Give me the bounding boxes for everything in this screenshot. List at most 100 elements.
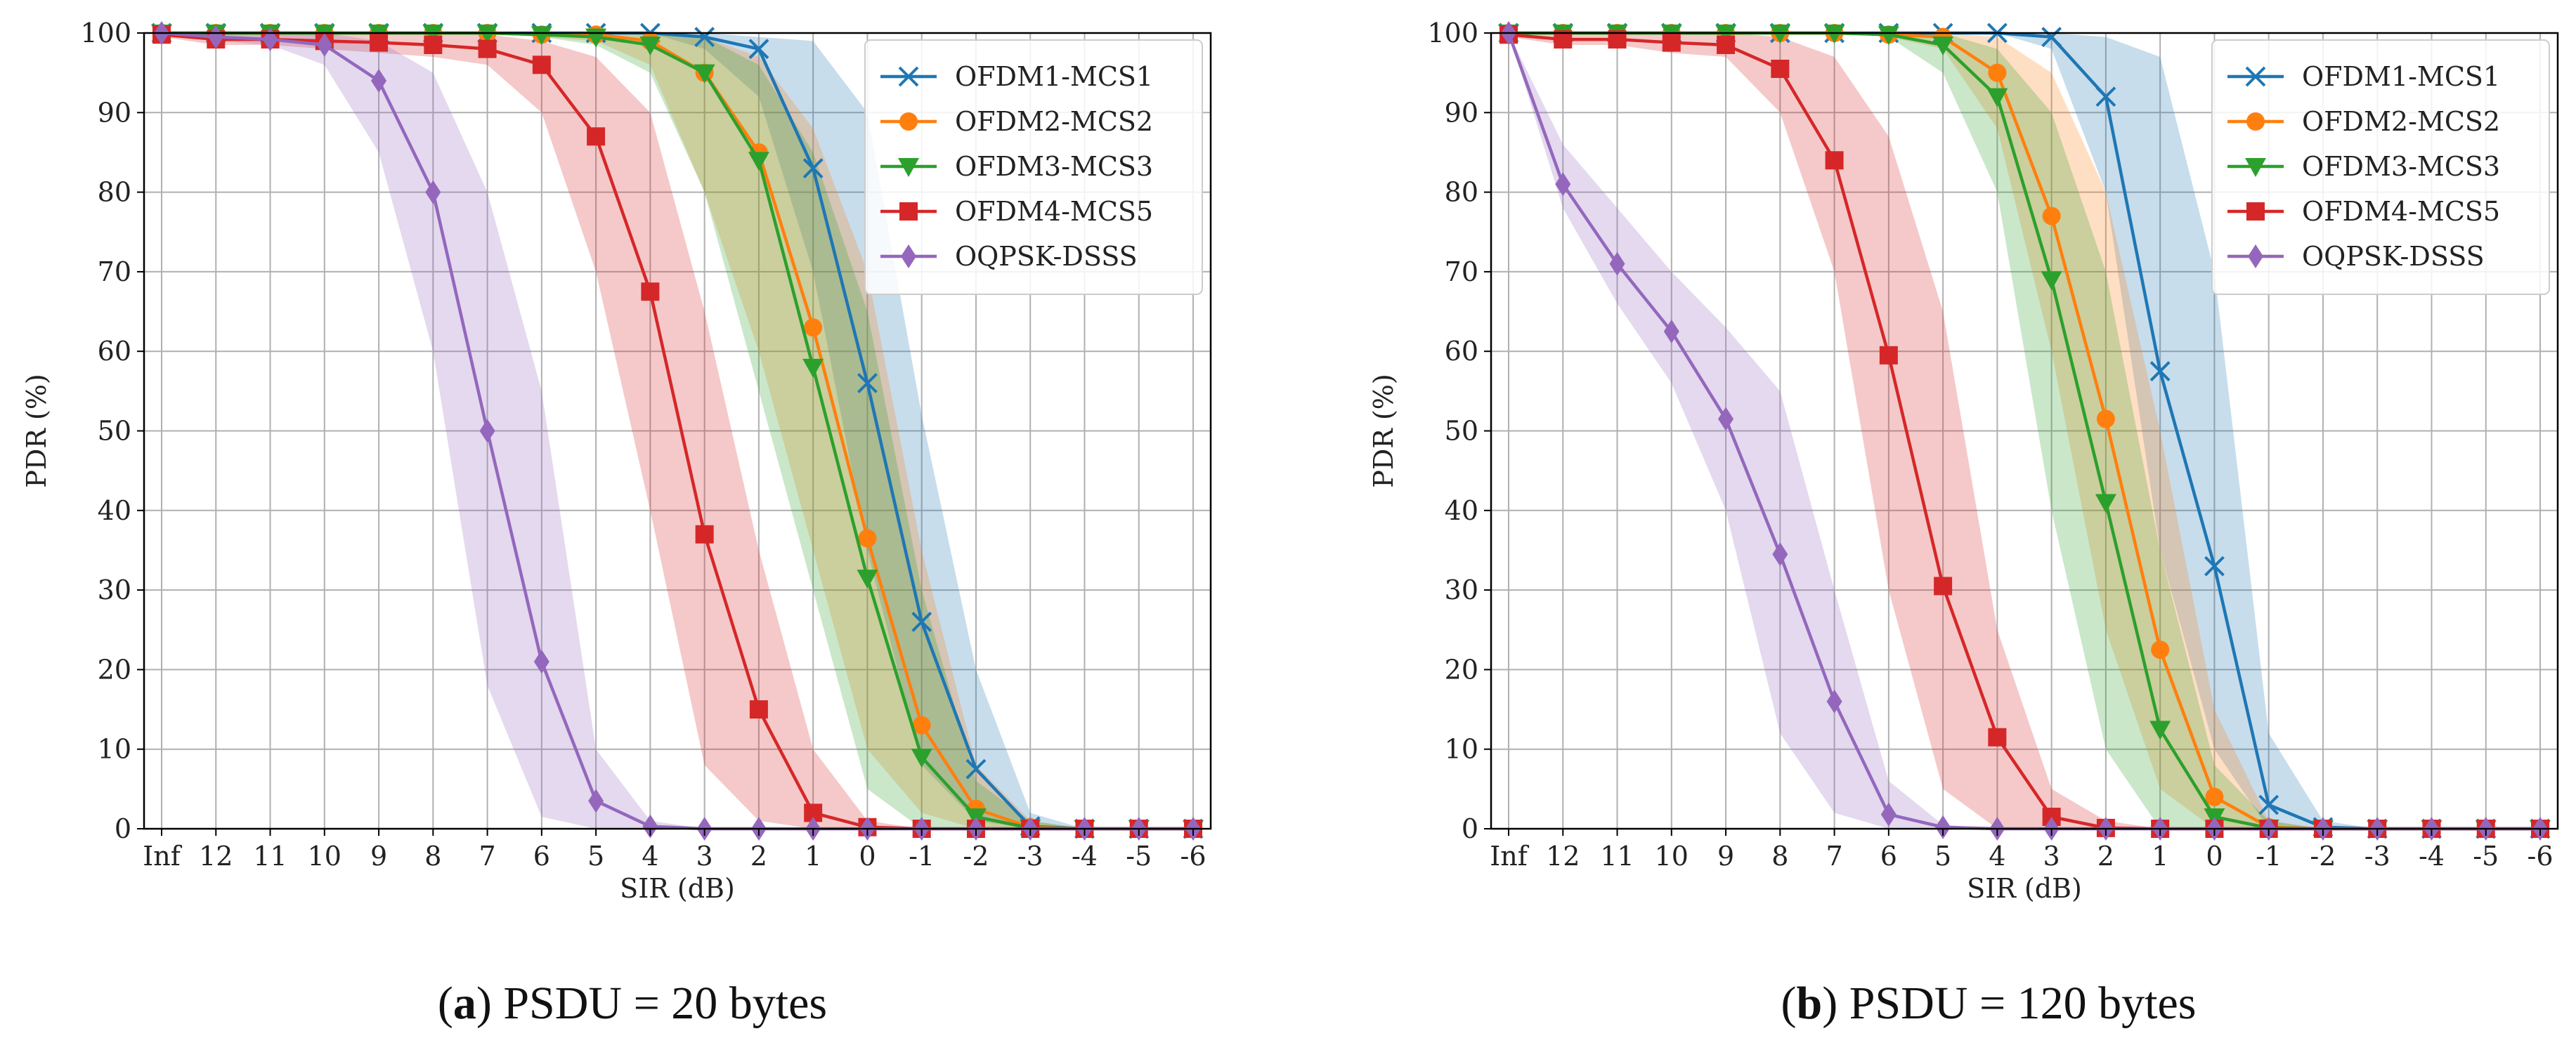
y-tick-label: 50 xyxy=(98,416,131,447)
legend-marker xyxy=(2245,66,2266,87)
data-point xyxy=(911,749,932,768)
data-point xyxy=(858,529,877,548)
data-point xyxy=(748,152,769,171)
legend-item: OFDM3-MCS3 xyxy=(880,151,1153,182)
legend-item: OFDM2-MCS2 xyxy=(2227,106,2500,137)
x-tick-label: Inf xyxy=(1490,841,1529,872)
caption-paren: ) xyxy=(1822,978,1849,1029)
x-tick-label: 7 xyxy=(1826,841,1842,872)
data-point xyxy=(1988,728,2007,747)
y-tick-label: 70 xyxy=(98,256,131,287)
legend-label: OQPSK-DSSS xyxy=(955,241,1138,272)
legend-marker xyxy=(899,202,918,221)
data-point xyxy=(912,716,931,735)
legend-marker xyxy=(2245,158,2266,177)
x-tick-label: Inf xyxy=(143,841,182,872)
data-point xyxy=(857,373,878,393)
x-tick-label: 12 xyxy=(1546,841,1580,872)
legend-box xyxy=(864,39,1203,295)
confidence-band-ofdm1-mcs1 xyxy=(162,33,1193,829)
data-point xyxy=(749,700,768,719)
legend-item: OFDM1-MCS1 xyxy=(2227,61,2500,92)
data-point xyxy=(2205,787,2224,806)
caption-paren: ( xyxy=(1781,978,1797,1029)
data-point xyxy=(1772,542,1788,567)
x-tick-label: 2 xyxy=(750,841,767,872)
y-tick-label: 90 xyxy=(1445,97,1478,128)
legend-item: OFDM4-MCS5 xyxy=(2227,196,2500,227)
x-tick-label: -1 xyxy=(2256,841,2282,872)
data-point xyxy=(1718,407,1734,431)
data-point xyxy=(1934,577,1953,596)
x-tick-label: -2 xyxy=(963,841,989,872)
data-point xyxy=(476,25,498,44)
x-tick-label: -4 xyxy=(2419,841,2445,872)
data-point xyxy=(965,759,987,780)
legend-item: OQPSK-DSSS xyxy=(2227,241,2485,272)
legend-marker xyxy=(2246,112,2265,131)
legend-item: OFDM1-MCS1 xyxy=(880,61,1153,92)
data-point xyxy=(478,39,497,58)
x-tick-label: 11 xyxy=(1600,841,1634,872)
caption-paren: ( xyxy=(438,978,453,1029)
x-tick-label: 10 xyxy=(1655,841,1689,872)
legend-marker xyxy=(901,244,916,268)
x-tick-label: -4 xyxy=(1072,841,1098,872)
data-point xyxy=(1717,35,1736,54)
data-point xyxy=(587,127,606,146)
x-tick-label: -3 xyxy=(1017,841,1043,872)
y-tick-label: 10 xyxy=(1445,734,1478,765)
x-tick-label: 1 xyxy=(805,841,821,872)
legend-marker xyxy=(899,112,918,131)
data-point xyxy=(1878,26,1899,46)
caption-paren: ) xyxy=(476,978,503,1029)
data-point xyxy=(2204,556,2225,577)
data-point xyxy=(2042,206,2061,225)
data-point xyxy=(588,789,604,813)
data-point xyxy=(422,25,444,44)
x-tick-label: -2 xyxy=(2310,841,2336,872)
data-point xyxy=(2149,361,2171,381)
data-point xyxy=(1879,346,1898,365)
data-point xyxy=(641,282,660,301)
legend-label: OFDM2-MCS2 xyxy=(2302,106,2500,137)
x-tick-label: 3 xyxy=(2043,841,2060,872)
y-tick-label: 30 xyxy=(98,575,131,605)
x-tick-label: 0 xyxy=(2206,841,2223,872)
x-tick-label: -3 xyxy=(2364,841,2390,872)
data-point xyxy=(695,525,714,544)
data-point xyxy=(2041,271,2062,291)
data-point xyxy=(316,32,332,57)
x-tick-label: 4 xyxy=(642,841,658,872)
y-tick-label: 0 xyxy=(115,813,131,844)
data-point xyxy=(802,158,824,179)
data-point xyxy=(2096,409,2115,428)
data-point xyxy=(1555,172,1571,197)
legend-label: OFDM3-MCS3 xyxy=(2302,151,2500,182)
y-tick-label: 20 xyxy=(1445,654,1478,685)
data-point xyxy=(1935,815,1951,839)
y-tick-label: 0 xyxy=(1462,813,1478,844)
legend-marker xyxy=(898,66,919,87)
data-point xyxy=(532,55,551,74)
data-point xyxy=(911,612,932,632)
data-point xyxy=(1663,319,1679,343)
legend-label: OFDM4-MCS5 xyxy=(2302,196,2500,227)
legend-item: OQPSK-DSSS xyxy=(880,241,1138,272)
data-point xyxy=(804,318,823,337)
legend: OFDM1-MCS1 OFDM2-MCS2 OFDM3-MCS3 OFDM4-MCS5… xyxy=(864,39,1203,295)
caption-letter: a xyxy=(453,978,476,1029)
data-point xyxy=(424,35,443,54)
x-tick-label: 11 xyxy=(253,841,287,872)
x-tick-label: -1 xyxy=(909,841,935,872)
data-point xyxy=(208,25,224,49)
legend-label: OFDM1-MCS1 xyxy=(2302,61,2500,92)
legend-label: OFDM1-MCS1 xyxy=(955,61,1153,92)
data-point xyxy=(857,570,878,589)
data-point xyxy=(1825,151,1844,170)
x-axis-label: SIR (dB) xyxy=(620,873,735,904)
x-tick-label: 3 xyxy=(696,841,713,872)
confidence-band-oqpsk-dsss xyxy=(162,33,1193,829)
legend-item: OFDM3-MCS3 xyxy=(2227,151,2500,182)
